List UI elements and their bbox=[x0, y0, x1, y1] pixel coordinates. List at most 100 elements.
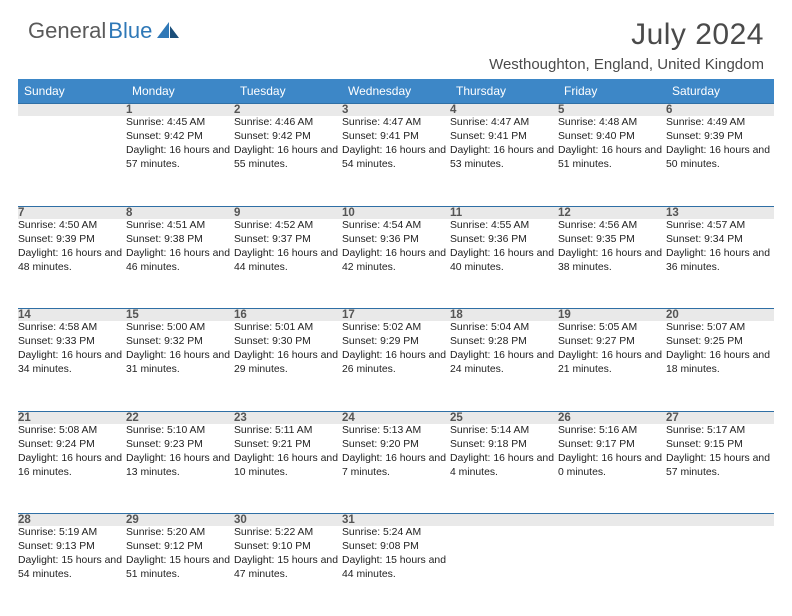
day-number-row: 123456 bbox=[18, 104, 774, 117]
sunrise-text: Sunrise: 5:05 AM bbox=[558, 321, 666, 335]
sunrise-text: Sunrise: 5:19 AM bbox=[18, 526, 126, 540]
sunrise-text: Sunrise: 4:45 AM bbox=[126, 116, 234, 130]
sunrise-text: Sunrise: 4:47 AM bbox=[342, 116, 450, 130]
day-info-cell: Sunrise: 4:56 AMSunset: 9:35 PMDaylight:… bbox=[558, 219, 666, 309]
day-info-cell bbox=[558, 526, 666, 616]
sunrise-text: Sunrise: 5:07 AM bbox=[666, 321, 774, 335]
daylight-text: Daylight: 16 hours and 54 minutes. bbox=[342, 144, 450, 172]
day-info-cell: Sunrise: 4:55 AMSunset: 9:36 PMDaylight:… bbox=[450, 219, 558, 309]
calendar-container: Sunday Monday Tuesday Wednesday Thursday… bbox=[0, 79, 792, 616]
day-info-cell: Sunrise: 5:14 AMSunset: 9:18 PMDaylight:… bbox=[450, 424, 558, 514]
sunset-text: Sunset: 9:28 PM bbox=[450, 335, 558, 349]
sunset-text: Sunset: 9:39 PM bbox=[18, 233, 126, 247]
weekday-header-row: Sunday Monday Tuesday Wednesday Thursday… bbox=[18, 79, 774, 104]
day-info-cell: Sunrise: 5:04 AMSunset: 9:28 PMDaylight:… bbox=[450, 321, 558, 411]
daylight-text: Daylight: 15 hours and 57 minutes. bbox=[666, 452, 774, 480]
day-info-cell: Sunrise: 5:00 AMSunset: 9:32 PMDaylight:… bbox=[126, 321, 234, 411]
weekday-header: Thursday bbox=[450, 79, 558, 104]
day-number-row: 21222324252627 bbox=[18, 411, 774, 424]
daylight-text: Daylight: 16 hours and 34 minutes. bbox=[18, 349, 126, 377]
day-number-cell: 27 bbox=[666, 411, 774, 424]
day-number-cell bbox=[450, 514, 558, 527]
day-number-cell: 31 bbox=[342, 514, 450, 527]
day-number-cell: 21 bbox=[18, 411, 126, 424]
weekday-header: Wednesday bbox=[342, 79, 450, 104]
daylight-text: Daylight: 16 hours and 40 minutes. bbox=[450, 247, 558, 275]
daylight-text: Daylight: 16 hours and 51 minutes. bbox=[558, 144, 666, 172]
day-number-row: 28293031 bbox=[18, 514, 774, 527]
day-number-cell: 10 bbox=[342, 206, 450, 219]
sunrise-text: Sunrise: 5:14 AM bbox=[450, 424, 558, 438]
daylight-text: Daylight: 16 hours and 46 minutes. bbox=[126, 247, 234, 275]
daylight-text: Daylight: 15 hours and 54 minutes. bbox=[18, 554, 126, 582]
day-info-row: Sunrise: 4:50 AMSunset: 9:39 PMDaylight:… bbox=[18, 219, 774, 309]
day-number-cell bbox=[18, 104, 126, 117]
sunset-text: Sunset: 9:23 PM bbox=[126, 438, 234, 452]
daylight-text: Daylight: 16 hours and 44 minutes. bbox=[234, 247, 342, 275]
sunrise-text: Sunrise: 5:10 AM bbox=[126, 424, 234, 438]
day-number-cell: 17 bbox=[342, 309, 450, 322]
daylight-text: Daylight: 15 hours and 44 minutes. bbox=[342, 554, 450, 582]
daylight-text: Daylight: 16 hours and 38 minutes. bbox=[558, 247, 666, 275]
day-info-cell: Sunrise: 5:07 AMSunset: 9:25 PMDaylight:… bbox=[666, 321, 774, 411]
sunrise-text: Sunrise: 5:24 AM bbox=[342, 526, 450, 540]
day-info-cell: Sunrise: 5:05 AMSunset: 9:27 PMDaylight:… bbox=[558, 321, 666, 411]
day-number-cell: 12 bbox=[558, 206, 666, 219]
daylight-text: Daylight: 16 hours and 36 minutes. bbox=[666, 247, 774, 275]
day-info-cell: Sunrise: 5:24 AMSunset: 9:08 PMDaylight:… bbox=[342, 526, 450, 616]
day-number-cell: 13 bbox=[666, 206, 774, 219]
sunset-text: Sunset: 9:42 PM bbox=[234, 130, 342, 144]
sunrise-text: Sunrise: 4:58 AM bbox=[18, 321, 126, 335]
daylight-text: Daylight: 16 hours and 16 minutes. bbox=[18, 452, 126, 480]
sunrise-text: Sunrise: 4:50 AM bbox=[18, 219, 126, 233]
sunset-text: Sunset: 9:32 PM bbox=[126, 335, 234, 349]
day-number-cell: 19 bbox=[558, 309, 666, 322]
sunrise-text: Sunrise: 5:04 AM bbox=[450, 321, 558, 335]
sunrise-text: Sunrise: 5:22 AM bbox=[234, 526, 342, 540]
day-info-row: Sunrise: 5:08 AMSunset: 9:24 PMDaylight:… bbox=[18, 424, 774, 514]
sunset-text: Sunset: 9:33 PM bbox=[18, 335, 126, 349]
day-number-cell: 14 bbox=[18, 309, 126, 322]
sunset-text: Sunset: 9:10 PM bbox=[234, 540, 342, 554]
day-info-cell: Sunrise: 4:47 AMSunset: 9:41 PMDaylight:… bbox=[450, 116, 558, 206]
day-number-row: 14151617181920 bbox=[18, 309, 774, 322]
sunrise-text: Sunrise: 5:00 AM bbox=[126, 321, 234, 335]
day-info-cell: Sunrise: 5:22 AMSunset: 9:10 PMDaylight:… bbox=[234, 526, 342, 616]
sunrise-text: Sunrise: 4:55 AM bbox=[450, 219, 558, 233]
sunset-text: Sunset: 9:30 PM bbox=[234, 335, 342, 349]
day-number-cell: 11 bbox=[450, 206, 558, 219]
location-subtitle: Westhoughton, England, United Kingdom bbox=[489, 56, 764, 73]
sunset-text: Sunset: 9:38 PM bbox=[126, 233, 234, 247]
sunrise-text: Sunrise: 4:57 AM bbox=[666, 219, 774, 233]
daylight-text: Daylight: 16 hours and 24 minutes. bbox=[450, 349, 558, 377]
sunset-text: Sunset: 9:41 PM bbox=[342, 130, 450, 144]
brand-logo: GeneralBlue bbox=[28, 18, 179, 44]
sunset-text: Sunset: 9:13 PM bbox=[18, 540, 126, 554]
day-number-cell: 9 bbox=[234, 206, 342, 219]
daylight-text: Daylight: 15 hours and 47 minutes. bbox=[234, 554, 342, 582]
header: GeneralBlue July 2024 Westhoughton, Engl… bbox=[0, 0, 792, 79]
day-number-cell: 23 bbox=[234, 411, 342, 424]
weekday-header: Monday bbox=[126, 79, 234, 104]
day-info-cell: Sunrise: 5:16 AMSunset: 9:17 PMDaylight:… bbox=[558, 424, 666, 514]
sunset-text: Sunset: 9:12 PM bbox=[126, 540, 234, 554]
day-number-cell: 15 bbox=[126, 309, 234, 322]
sunset-text: Sunset: 9:36 PM bbox=[450, 233, 558, 247]
sunrise-text: Sunrise: 4:46 AM bbox=[234, 116, 342, 130]
day-number-cell: 30 bbox=[234, 514, 342, 527]
calendar-table: Sunday Monday Tuesday Wednesday Thursday… bbox=[18, 79, 774, 616]
day-number-cell: 7 bbox=[18, 206, 126, 219]
day-info-row: Sunrise: 4:58 AMSunset: 9:33 PMDaylight:… bbox=[18, 321, 774, 411]
daylight-text: Daylight: 16 hours and 7 minutes. bbox=[342, 452, 450, 480]
logo-sail-icon bbox=[157, 22, 179, 40]
daylight-text: Daylight: 16 hours and 29 minutes. bbox=[234, 349, 342, 377]
day-number-cell: 2 bbox=[234, 104, 342, 117]
day-number-cell: 1 bbox=[126, 104, 234, 117]
day-number-cell: 24 bbox=[342, 411, 450, 424]
day-info-cell: Sunrise: 5:19 AMSunset: 9:13 PMDaylight:… bbox=[18, 526, 126, 616]
day-info-cell: Sunrise: 4:49 AMSunset: 9:39 PMDaylight:… bbox=[666, 116, 774, 206]
daylight-text: Daylight: 16 hours and 50 minutes. bbox=[666, 144, 774, 172]
sunset-text: Sunset: 9:25 PM bbox=[666, 335, 774, 349]
daylight-text: Daylight: 16 hours and 26 minutes. bbox=[342, 349, 450, 377]
day-number-cell: 28 bbox=[18, 514, 126, 527]
